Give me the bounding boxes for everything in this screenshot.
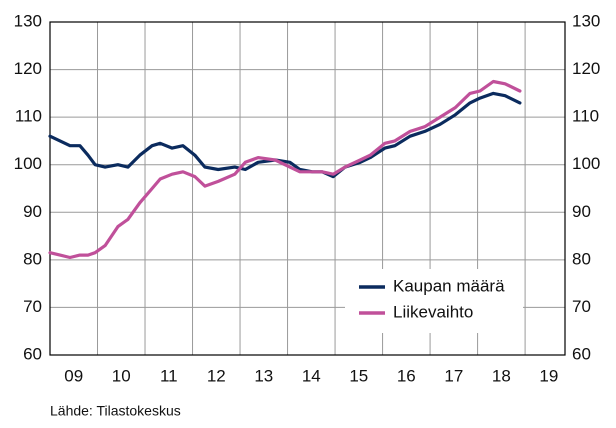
x-tick-label: 09 bbox=[64, 366, 83, 385]
series-line bbox=[48, 79, 522, 260]
x-tick-label: 14 bbox=[302, 366, 321, 385]
y-tick-label: 60 bbox=[23, 344, 42, 363]
y2-tick-label: 60 bbox=[572, 344, 591, 363]
plot-border bbox=[49, 21, 566, 356]
x-tick-label: 10 bbox=[112, 366, 131, 385]
x-tick-label: 12 bbox=[207, 366, 226, 385]
source: Lähde: Tilastokeskus bbox=[50, 403, 181, 419]
y2-tick-label: 110 bbox=[572, 107, 599, 126]
y2-tick-label: 100 bbox=[572, 154, 600, 173]
x-tick-label: 19 bbox=[539, 366, 558, 385]
x-tick-label: 16 bbox=[397, 366, 416, 385]
y-tick-label: 120 bbox=[14, 59, 42, 78]
legend-label: Liikevaihto bbox=[393, 302, 473, 321]
legend-label: Kaupan määrä bbox=[393, 276, 505, 295]
y2-tick-label: 90 bbox=[572, 202, 591, 221]
x-tick-label: 18 bbox=[492, 366, 511, 385]
y2-tick-label: 130 bbox=[572, 11, 600, 30]
y2-tick-label: 120 bbox=[572, 59, 600, 78]
y-tick-label: 100 bbox=[14, 154, 42, 173]
x-tick-label: 13 bbox=[254, 366, 273, 385]
y-tick-label: 80 bbox=[23, 249, 42, 268]
x-tick-label: 17 bbox=[444, 366, 463, 385]
x-tick-label: 11 bbox=[160, 366, 178, 385]
y2-tick-label: 80 bbox=[572, 249, 591, 268]
y-tick-label: 130 bbox=[14, 11, 42, 30]
x-tick-label: 15 bbox=[349, 366, 368, 385]
series-line bbox=[48, 91, 522, 179]
y2-tick-label: 70 bbox=[572, 297, 591, 316]
legend-box bbox=[345, 269, 523, 333]
y-tick-label: 110 bbox=[15, 107, 42, 126]
y-tick-label: 70 bbox=[23, 297, 42, 316]
y-tick-label: 90 bbox=[23, 202, 42, 221]
